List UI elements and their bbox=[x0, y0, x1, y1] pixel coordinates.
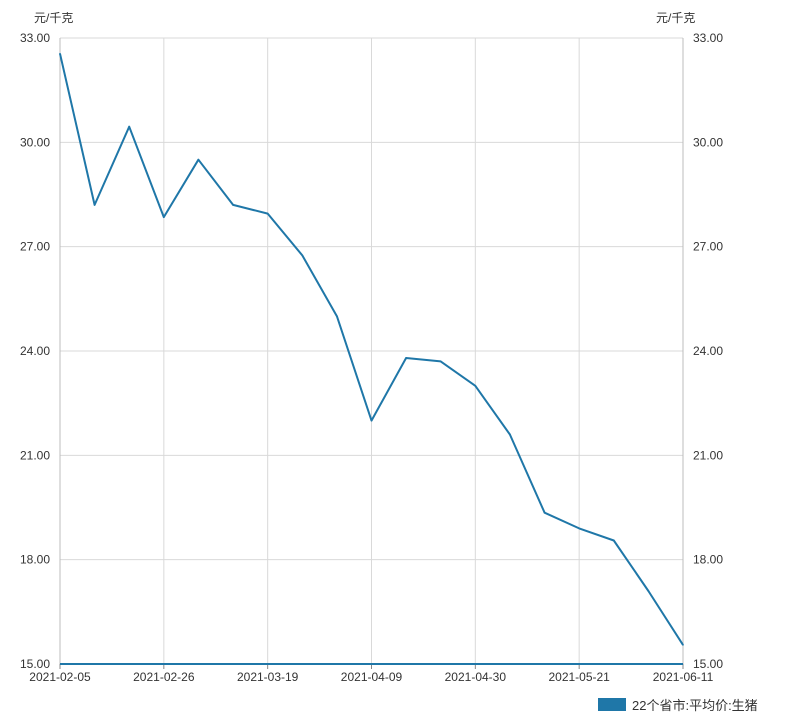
data-point bbox=[543, 511, 546, 514]
data-point bbox=[578, 527, 580, 530]
y-tick-label-left: 18.00 bbox=[20, 553, 50, 567]
data-point bbox=[682, 644, 684, 646]
data-point bbox=[59, 52, 61, 55]
data-point bbox=[266, 212, 269, 215]
legend-swatch bbox=[598, 698, 626, 711]
y-tick-label-left: 30.00 bbox=[20, 135, 50, 149]
y-tick-label-right: 24.00 bbox=[693, 344, 723, 358]
data-point bbox=[405, 357, 407, 359]
y-tick-label-right: 15.00 bbox=[693, 657, 723, 671]
data-point bbox=[612, 539, 615, 542]
grid-layer bbox=[59, 37, 684, 665]
x-tick-label: 2021-04-09 bbox=[341, 670, 403, 684]
y-tick-label-left: 21.00 bbox=[20, 448, 50, 462]
y-tick-label-right: 21.00 bbox=[693, 448, 723, 462]
data-point bbox=[647, 590, 650, 592]
x-tick-label: 2021-04-30 bbox=[445, 670, 507, 684]
x-tick-label: 2021-02-05 bbox=[29, 670, 91, 684]
data-point bbox=[439, 360, 442, 363]
data-point bbox=[232, 204, 234, 206]
data-point bbox=[128, 125, 131, 128]
data-point bbox=[93, 204, 96, 206]
data-point bbox=[336, 315, 338, 318]
x-tick-label: 2021-06-11 bbox=[653, 670, 714, 684]
y-tick-label-right: 30.00 bbox=[693, 135, 723, 149]
legend[interactable]: 22个省市:平均价:生猪 bbox=[598, 698, 758, 713]
series-layer bbox=[59, 52, 684, 646]
axis-layer bbox=[59, 38, 684, 669]
x-tick-label: 2021-05-21 bbox=[548, 670, 610, 684]
legend-label: 22个省市:平均价:生猪 bbox=[632, 698, 758, 713]
y-tick-label-left: 33.00 bbox=[20, 31, 50, 45]
x-tick-label: 2021-02-26 bbox=[133, 670, 195, 684]
y-axis-unit-right: 元/千克 bbox=[656, 11, 695, 25]
data-point bbox=[370, 419, 373, 422]
y-tick-label-right: 18.00 bbox=[693, 553, 723, 567]
data-point bbox=[474, 384, 477, 387]
data-point bbox=[509, 433, 511, 436]
y-tick-label-right: 27.00 bbox=[693, 240, 723, 254]
data-point bbox=[301, 254, 304, 257]
label-layer: 15.00 15.00 18.00 18.00 21.00 21.00 24.00 24.00… bbox=[20, 31, 723, 684]
y-tick-label-right: 33.00 bbox=[693, 31, 723, 45]
y-tick-label-left: 24.00 bbox=[20, 344, 50, 358]
y-tick-label-left: 15.00 bbox=[20, 657, 50, 671]
y-tick-label-left: 27.00 bbox=[20, 240, 50, 254]
data-point bbox=[163, 216, 165, 218]
data-point bbox=[197, 158, 200, 161]
x-tick-label: 2021-03-19 bbox=[237, 670, 299, 684]
y-axis-unit-left: 元/千克 bbox=[34, 11, 73, 25]
